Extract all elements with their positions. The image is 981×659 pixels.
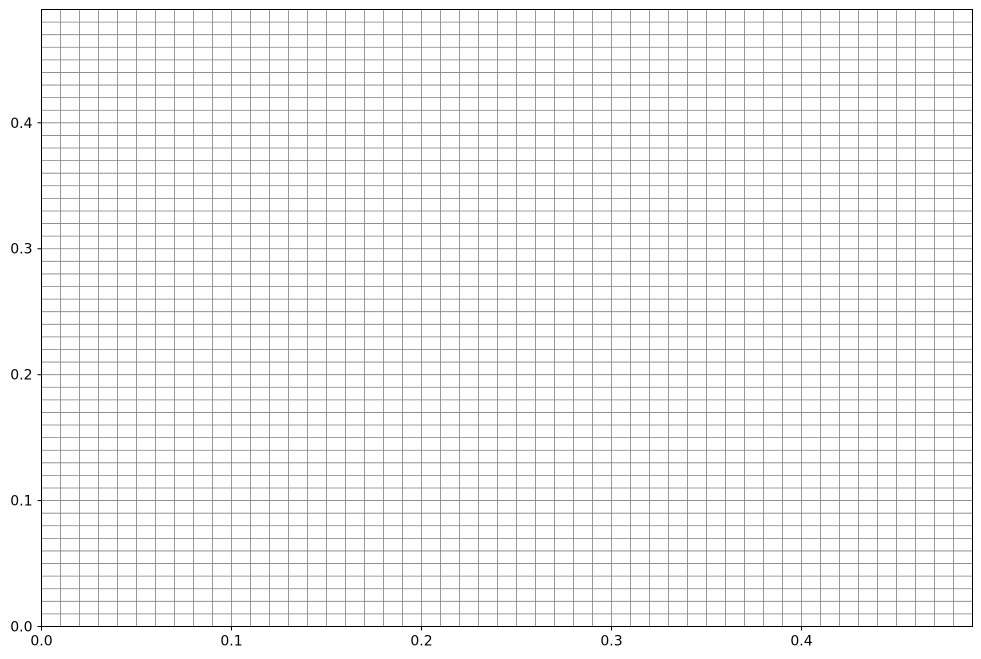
x-tick-label: 0.0 [30,634,52,650]
y-tick-label: 0.1 [10,494,32,510]
y-tick-label: 0.4 [10,116,32,132]
x-tick-label: 0.3 [600,634,622,650]
grid [41,9,973,627]
y-tick-label: 0.0 [10,620,32,636]
x-tick-label: 0.2 [410,634,432,650]
y-axis: 0.0 0.1 0.2 0.3 0.4 [10,116,42,636]
x-tick-label: 0.1 [220,634,242,650]
y-tick-label: 0.3 [10,242,32,258]
x-tick-label: 0.4 [790,634,812,650]
x-axis: 0.0 0.1 0.2 0.3 0.4 [30,626,813,650]
y-tick-label: 0.2 [10,368,32,384]
axes-frame [41,9,973,627]
